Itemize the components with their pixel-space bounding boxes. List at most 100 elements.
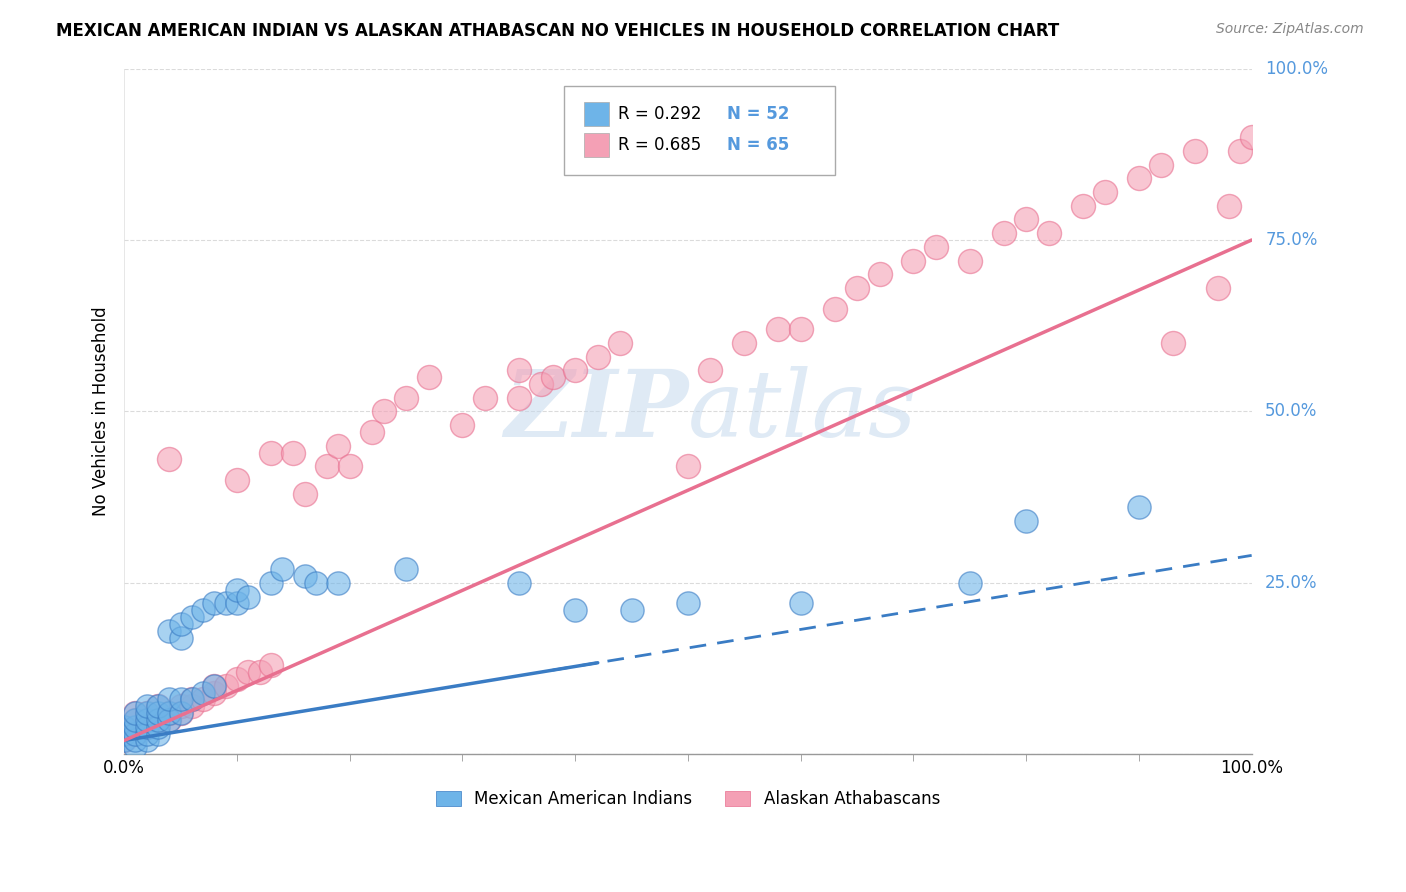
Text: Source: ZipAtlas.com: Source: ZipAtlas.com [1216, 22, 1364, 37]
Point [157, 624, 180, 638]
FancyBboxPatch shape [585, 102, 609, 126]
Point [226, 596, 249, 610]
Point [124, 706, 146, 720]
Point [226, 582, 249, 597]
Point [157, 452, 180, 467]
FancyBboxPatch shape [564, 86, 835, 175]
Point [564, 603, 586, 617]
Point [733, 335, 755, 350]
Point [135, 733, 157, 747]
Point [124, 720, 146, 734]
Point [157, 706, 180, 720]
Point [202, 596, 225, 610]
Text: 100.0%: 100.0% [1265, 60, 1329, 78]
Point [1229, 144, 1251, 158]
Point [157, 713, 180, 727]
Point [124, 726, 146, 740]
Point [146, 726, 169, 740]
Point [260, 445, 283, 459]
FancyBboxPatch shape [585, 133, 609, 157]
Point [191, 685, 214, 699]
Point [226, 672, 249, 686]
Point [169, 692, 191, 706]
Point [824, 301, 846, 316]
Point [202, 685, 225, 699]
Point [609, 335, 631, 350]
Point [903, 253, 925, 268]
Point [260, 658, 283, 673]
Point [294, 569, 316, 583]
Point [124, 740, 146, 755]
Point [373, 404, 395, 418]
Point [124, 733, 146, 747]
Point [135, 720, 157, 734]
Point [112, 733, 135, 747]
Point [699, 363, 721, 377]
Text: N = 65: N = 65 [727, 136, 790, 154]
Point [169, 706, 191, 720]
Point [124, 726, 146, 740]
Point [157, 706, 180, 720]
Point [339, 459, 361, 474]
Point [418, 370, 440, 384]
Point [191, 692, 214, 706]
Point [993, 226, 1015, 240]
Point [789, 596, 811, 610]
Point [112, 720, 135, 734]
Text: atlas: atlas [688, 367, 918, 457]
Point [146, 720, 169, 734]
Point [180, 692, 202, 706]
Point [1218, 199, 1240, 213]
Point [135, 706, 157, 720]
Point [283, 445, 305, 459]
Point [294, 486, 316, 500]
Point [1128, 171, 1150, 186]
Point [508, 391, 530, 405]
Point [395, 562, 418, 576]
Point [202, 679, 225, 693]
Text: ZIP: ZIP [503, 367, 688, 457]
Point [541, 370, 564, 384]
Point [959, 575, 981, 590]
Point [135, 713, 157, 727]
Point [146, 706, 169, 720]
Text: 75.0%: 75.0% [1265, 231, 1317, 249]
Text: 25.0%: 25.0% [1265, 574, 1317, 591]
Point [1071, 199, 1094, 213]
Point [1015, 514, 1038, 528]
Point [328, 439, 350, 453]
Point [135, 713, 157, 727]
Point [620, 603, 643, 617]
Y-axis label: No Vehicles in Household: No Vehicles in Household [93, 307, 110, 516]
Point [146, 713, 169, 727]
Point [676, 459, 699, 474]
Point [180, 610, 202, 624]
Point [959, 253, 981, 268]
Point [135, 720, 157, 734]
Point [530, 376, 553, 391]
Text: R = 0.685: R = 0.685 [619, 136, 702, 154]
Point [305, 575, 328, 590]
Point [169, 616, 191, 631]
Point [316, 459, 339, 474]
Text: N = 52: N = 52 [727, 105, 790, 123]
Legend: Mexican American Indians, Alaskan Athabascans: Mexican American Indians, Alaskan Athaba… [429, 783, 946, 814]
Point [215, 596, 238, 610]
Point [124, 713, 146, 727]
Point [146, 699, 169, 714]
Point [564, 363, 586, 377]
Point [169, 706, 191, 720]
Point [124, 706, 146, 720]
Point [925, 240, 948, 254]
Point [789, 322, 811, 336]
Point [1184, 144, 1206, 158]
Point [146, 713, 169, 727]
Point [586, 350, 609, 364]
Point [238, 590, 260, 604]
Point [157, 713, 180, 727]
Point [226, 473, 249, 487]
Point [202, 679, 225, 693]
Text: MEXICAN AMERICAN INDIAN VS ALASKAN ATHABASCAN NO VEHICLES IN HOUSEHOLD CORRELATI: MEXICAN AMERICAN INDIAN VS ALASKAN ATHAB… [56, 22, 1060, 40]
Point [180, 699, 202, 714]
Point [112, 720, 135, 734]
